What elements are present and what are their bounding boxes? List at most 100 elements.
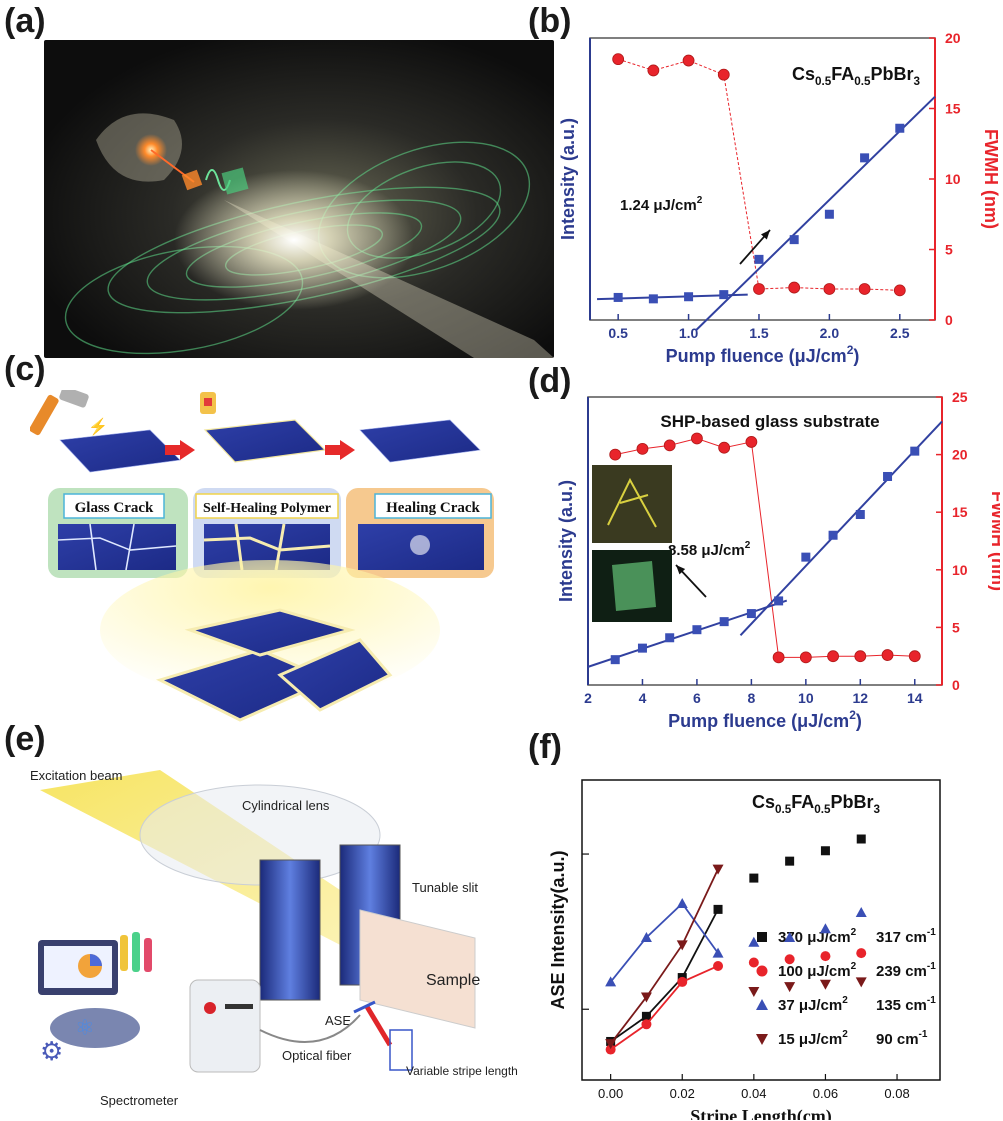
- fwhm-point: [823, 283, 836, 295]
- data-point: [640, 931, 652, 942]
- intensity-point: [719, 290, 729, 300]
- fit-line-above-threshold: [739, 420, 943, 636]
- data-point: [641, 1019, 652, 1030]
- label-excitation-beam: Excitation beam: [30, 768, 123, 783]
- legend-fluence: 15 μJ/cm2: [778, 1029, 848, 1048]
- y2-tick-label: 15: [945, 101, 961, 117]
- intensity-point: [754, 254, 764, 264]
- intensity-point: [719, 617, 729, 627]
- y-axis-label-right: FWMH (nm): [981, 129, 1000, 229]
- data-point: [713, 904, 723, 914]
- data-point: [757, 932, 767, 942]
- y2-tick-label: 25: [952, 389, 968, 405]
- intensity-point: [648, 294, 658, 304]
- data-point: [784, 931, 796, 942]
- intensity-point: [692, 625, 702, 635]
- data-point: [749, 873, 759, 883]
- fwhm-point: [858, 283, 871, 295]
- data-point: [756, 965, 768, 977]
- intensity-point: [824, 209, 834, 219]
- data-point: [641, 1011, 651, 1021]
- fwhm-point: [908, 650, 921, 663]
- data-point: [785, 856, 795, 866]
- y2-tick-label: 20: [952, 447, 968, 463]
- fwhm-point: [663, 439, 676, 452]
- gear-icon: ⚙: [40, 1036, 63, 1066]
- svg-text:⚡: ⚡: [88, 417, 108, 436]
- x-tick-label: 0.08: [884, 1086, 909, 1101]
- label-glass-crack: Glass Crack: [75, 500, 154, 516]
- data-point: [748, 987, 760, 998]
- data-point: [855, 907, 867, 918]
- series-fit-line: [610, 908, 719, 1043]
- data-point: [676, 898, 688, 909]
- x-tick-label: 12: [853, 690, 869, 706]
- label-spectrometer: Spectrometer: [100, 1093, 179, 1108]
- fwhm-point: [717, 68, 730, 81]
- y-axis-label-left: Intensity (a.u.): [558, 118, 578, 240]
- fwhm-point: [772, 651, 785, 664]
- data-point: [819, 923, 831, 934]
- data-point: [605, 1039, 617, 1050]
- intensity-point: [774, 596, 784, 606]
- y-axis-label-left: Intensity (a.u.): [556, 480, 576, 602]
- inset-photo-yellow: [592, 465, 672, 543]
- x-axis-label: Pump fluence (μJ/cm2): [666, 343, 860, 366]
- intensity-point: [883, 471, 893, 481]
- legend-gain: 317 cm-1: [876, 927, 936, 946]
- legend-fluence: 100 μJ/cm2: [778, 961, 857, 980]
- data-point: [748, 957, 759, 968]
- x-axis-label: Stripe Length(cm): [690, 1106, 831, 1120]
- data-point: [820, 951, 831, 962]
- panel-label-c: (c): [4, 350, 46, 388]
- fwhm-point: [691, 432, 703, 445]
- x-tick-label: 14: [907, 690, 923, 706]
- x-tick-label: 1.0: [679, 325, 699, 341]
- chart-b: 0.5 1.0 1.5 2.0 2.5 0 5 10 15 20 Pump fluence (μJ/…: [558, 30, 1000, 366]
- fwhm-point: [827, 650, 839, 663]
- data-point: [784, 954, 795, 965]
- intensity-point: [860, 153, 870, 163]
- inset-photo-green-glass: [612, 561, 656, 611]
- y2-tick-label: 5: [945, 242, 953, 258]
- x-tick-label: 0.06: [813, 1086, 838, 1101]
- svg-text:⚛: ⚛: [75, 1015, 95, 1040]
- chart-d-title: SHP-based glass substrate: [660, 412, 879, 431]
- inset-photo-yellow-crack: [607, 477, 657, 528]
- intensity-point: [746, 609, 756, 619]
- data-point: [856, 834, 866, 844]
- label-healing-crack: Healing Crack: [386, 500, 480, 516]
- legend-gain: 135 cm-1: [876, 995, 936, 1014]
- intensity-point: [613, 292, 623, 302]
- composition-label: Cs0.5FA0.5PbBr3: [752, 792, 881, 816]
- data-point: [605, 976, 617, 987]
- panel-c-illustration: ⚡ Glass Crack Self-Healing Polymer Heali…: [29, 386, 530, 740]
- y-axis-label-right: FWMH (nm): [988, 491, 1000, 591]
- data-point: [712, 864, 724, 875]
- threshold-arrowhead: [676, 565, 686, 575]
- intensity-point: [855, 510, 865, 520]
- x-tick-label: 2.5: [890, 325, 910, 341]
- panel-label-a: (a): [4, 2, 46, 40]
- data-point: [640, 992, 652, 1003]
- threshold-label: 8.58 μJ/cm2: [668, 540, 751, 559]
- intensity-point: [789, 235, 799, 245]
- data-point: [605, 1044, 616, 1055]
- y2-tick-label: 0: [945, 312, 953, 328]
- fwhm-point: [745, 436, 758, 448]
- fwhm-point: [612, 53, 625, 66]
- legend-gain: 90 cm-1: [876, 1029, 928, 1048]
- label-sample: Sample: [426, 972, 480, 989]
- data-point: [748, 936, 760, 947]
- data-point: [784, 982, 796, 993]
- data-point: [713, 960, 724, 971]
- x-tick-label: 2.0: [820, 325, 840, 341]
- fwhm-point: [753, 283, 765, 295]
- x-tick-label: 2: [584, 690, 592, 706]
- x-axis-label: Pump fluence (μJ/cm2): [668, 708, 862, 731]
- fwhm-point: [881, 649, 894, 661]
- plot-frame: [581, 779, 941, 1081]
- chart-f: 0.00 0.02 0.04 0.06 0.08 Stripe Length(cm) ASE…: [548, 779, 941, 1120]
- series-fit-line: [609, 902, 719, 983]
- data-point: [856, 948, 867, 959]
